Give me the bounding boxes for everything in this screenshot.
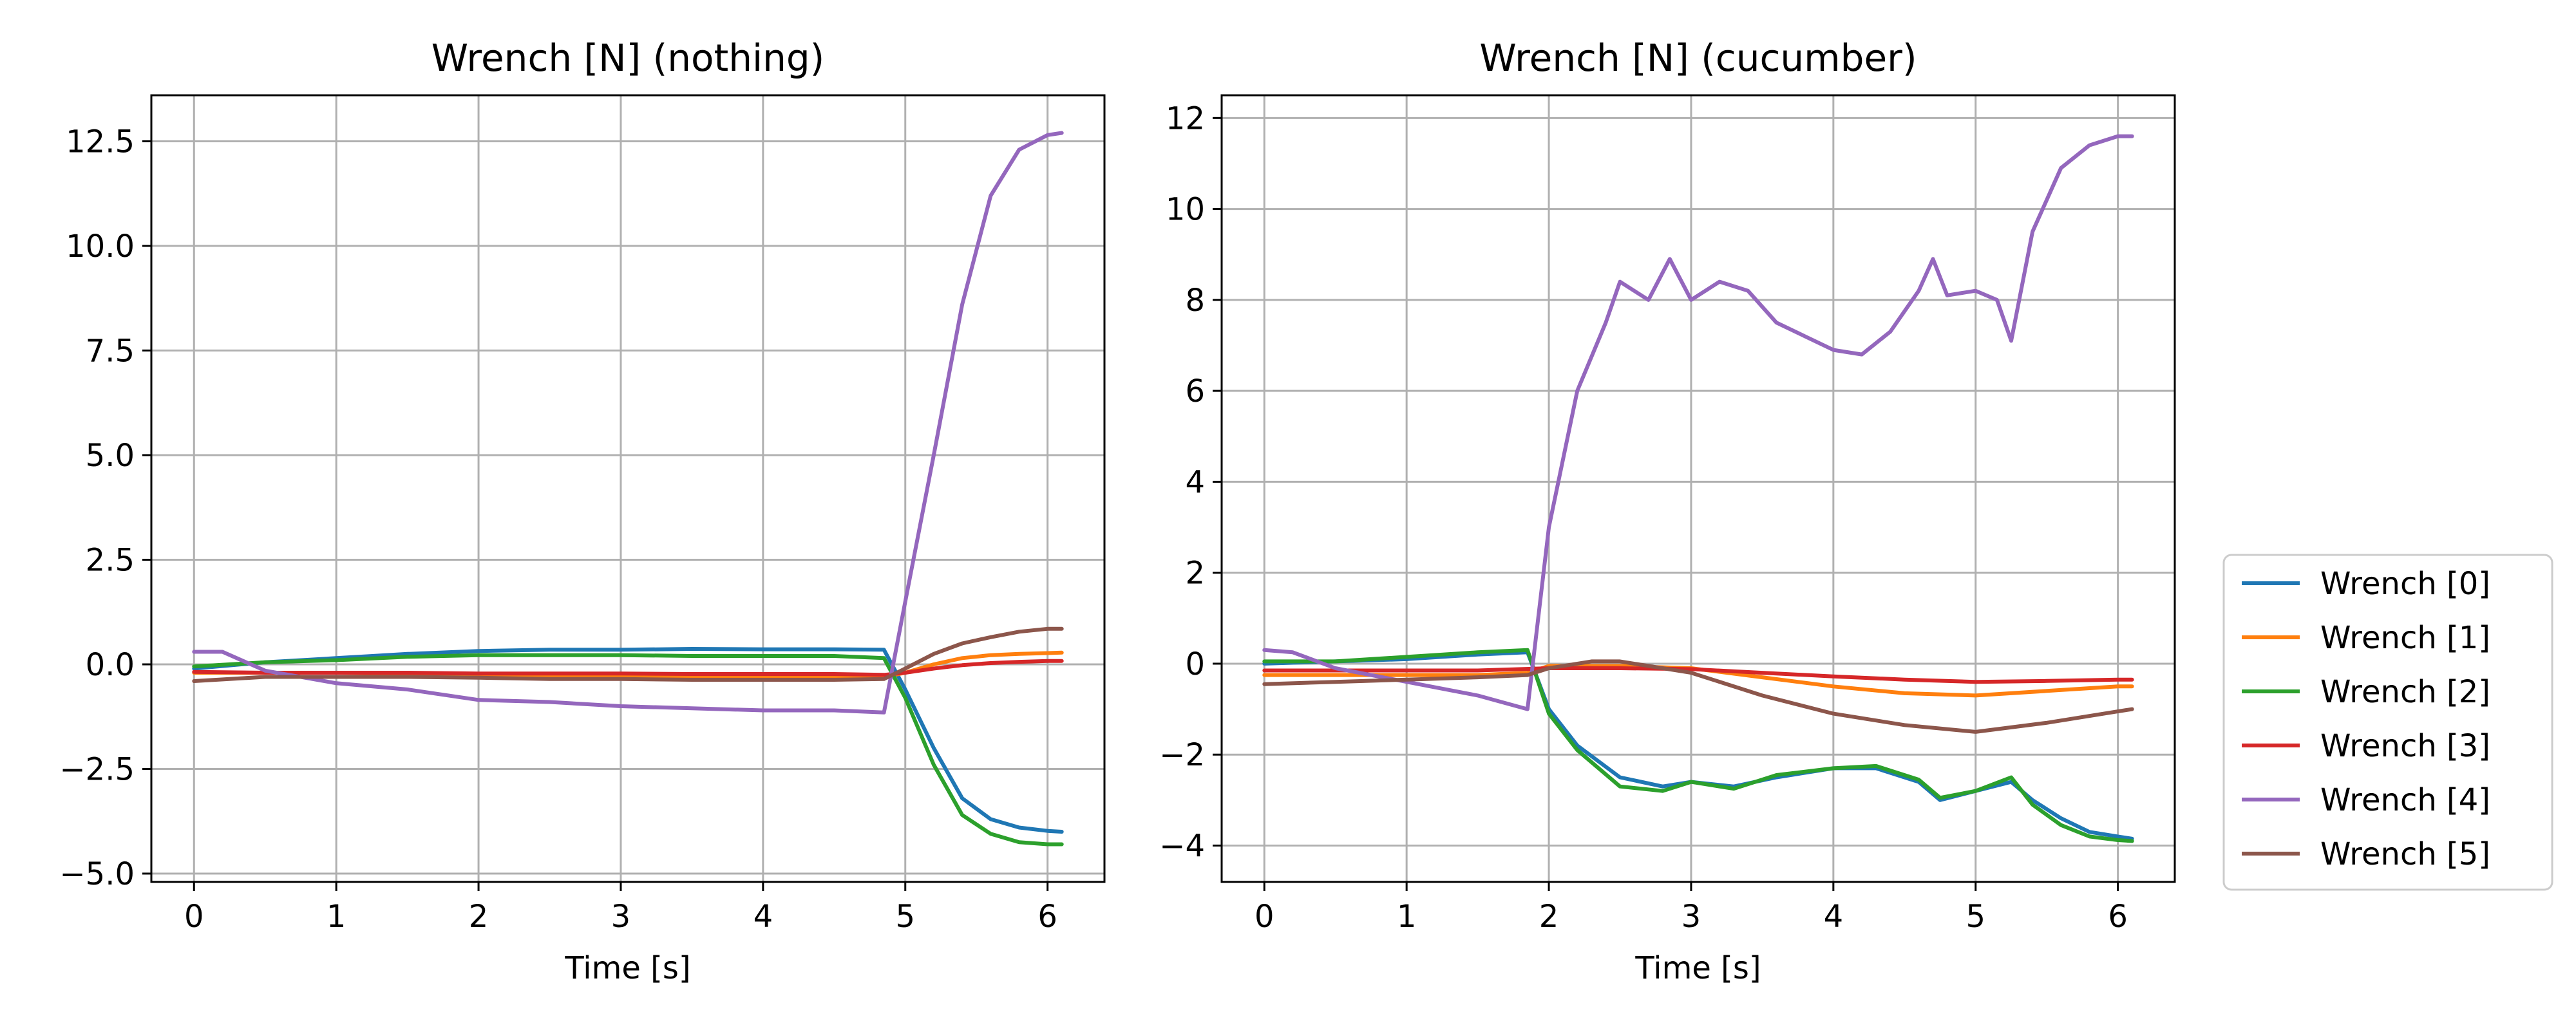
series-line-wrench-2 xyxy=(1262,648,2134,843)
x-tick-label: 1 xyxy=(327,899,346,935)
x-tick-label: 1 xyxy=(1397,899,1417,935)
legend-label-1: Wrench [1] xyxy=(2320,620,2490,656)
y-tick-label: 4 xyxy=(1185,464,1205,500)
chart-panel-0: 0 1 2 3 4 5 6 −5.0 −2.5 0.0 2.5 5.0 7.5 10.0 12.5 Time … xyxy=(59,36,1106,986)
x-tick-label: 2 xyxy=(1539,899,1559,935)
x-axis-label: Time [s] xyxy=(1634,950,1761,986)
y-tick-label: 0 xyxy=(1185,646,1205,682)
y-tick-label: 2 xyxy=(1185,556,1205,592)
legend-label-0: Wrench [0] xyxy=(2320,566,2490,602)
y-tick-label: −4 xyxy=(1159,828,1205,864)
legend: Wrench [0] Wrench [1] Wrench [2] Wrench [3]… xyxy=(2222,554,2553,891)
y-tick-label: −5.0 xyxy=(59,856,135,892)
x-axis-label: Time [s] xyxy=(564,950,690,986)
x-tick-label: 2 xyxy=(469,899,489,935)
y-tick-label: 12.5 xyxy=(66,124,135,160)
series-line-wrench-5 xyxy=(1262,659,2134,734)
series-line-wrench-3 xyxy=(192,659,1064,677)
x-tick-label: 4 xyxy=(753,899,773,935)
x-tick-label: 0 xyxy=(184,899,204,935)
series-line-wrench-0 xyxy=(192,647,1064,834)
x-tick-label: 4 xyxy=(1824,899,1844,935)
x-tick-label: 6 xyxy=(2108,899,2128,935)
y-tick-label: 8 xyxy=(1185,283,1205,319)
x-tick-label: 3 xyxy=(611,899,631,935)
chart-title: Wrench [N] (cucumber) xyxy=(1479,36,1917,80)
y-tick-label: 2.5 xyxy=(86,543,135,579)
y-tick-label: 6 xyxy=(1185,373,1205,409)
legend-box xyxy=(2222,554,2553,891)
y-tick-label: −2.5 xyxy=(59,752,135,788)
series-line-wrench-0 xyxy=(1262,650,2134,841)
axes-frame xyxy=(150,94,1106,883)
series-line-wrench-4 xyxy=(192,131,1064,715)
x-tick-label: 3 xyxy=(1681,899,1701,935)
y-tick-label: 10.0 xyxy=(66,229,135,265)
legend-label-3: Wrench [3] xyxy=(2320,728,2490,764)
y-tick-label: 7.5 xyxy=(86,333,135,370)
y-tick-label: 0.0 xyxy=(86,647,135,683)
x-tick-label: 6 xyxy=(1037,899,1057,935)
y-tick-label: −2 xyxy=(1159,737,1205,773)
y-tick-label: 12 xyxy=(1166,100,1205,136)
x-tick-label: 5 xyxy=(895,899,915,935)
axes-frame xyxy=(1220,94,2176,883)
chart-title: Wrench [N] (nothing) xyxy=(431,36,825,80)
x-tick-label: 5 xyxy=(1965,899,1985,935)
series-line-wrench-2 xyxy=(192,653,1064,847)
y-tick-label: 5.0 xyxy=(86,438,135,474)
series-line-wrench-5 xyxy=(192,626,1064,683)
series-line-wrench-3 xyxy=(1262,666,2134,684)
legend-label-2: Wrench [2] xyxy=(2320,674,2490,710)
legend-label-5: Wrench [5] xyxy=(2320,836,2490,872)
x-tick-label: 0 xyxy=(1255,899,1274,935)
legend-label-4: Wrench [4] xyxy=(2320,782,2490,818)
series-line-wrench-4 xyxy=(1262,134,2134,711)
y-tick-label: 10 xyxy=(1166,192,1205,228)
